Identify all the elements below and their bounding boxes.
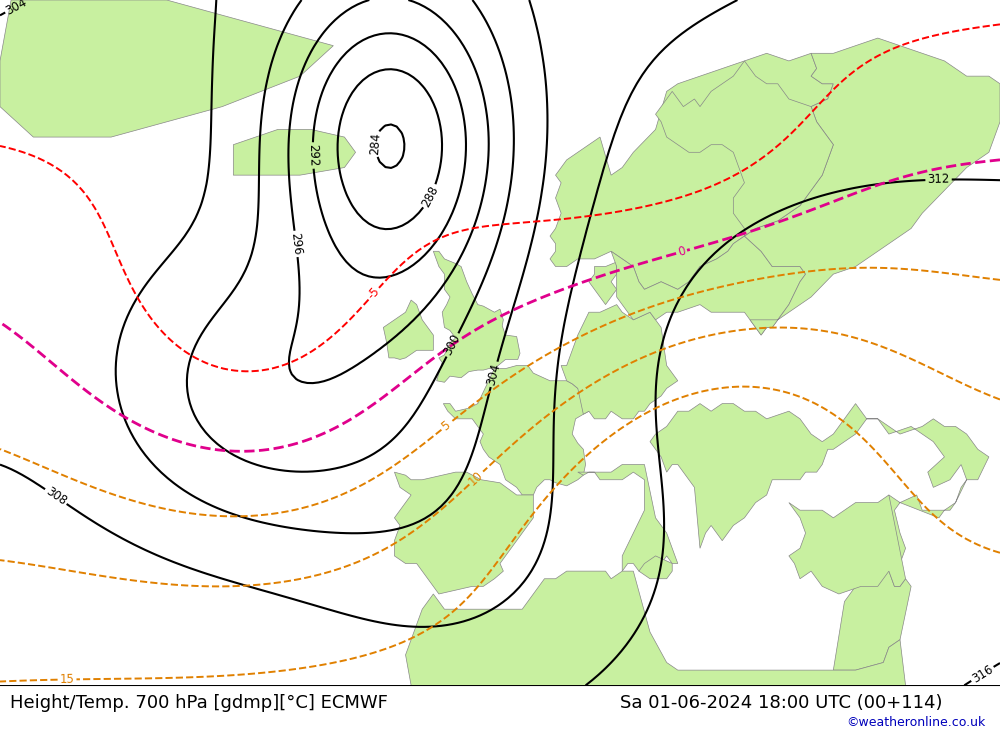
Text: Sa 01-06-2024 18:00 UTC (00+114): Sa 01-06-2024 18:00 UTC (00+114) — [620, 694, 942, 712]
Polygon shape — [394, 472, 533, 594]
Polygon shape — [233, 130, 356, 175]
Text: -5: -5 — [365, 285, 383, 303]
Polygon shape — [589, 262, 617, 305]
Polygon shape — [744, 38, 1000, 335]
Text: 304: 304 — [4, 0, 30, 18]
Polygon shape — [639, 556, 672, 579]
Text: 5: 5 — [439, 419, 453, 433]
Polygon shape — [611, 236, 806, 335]
Polygon shape — [443, 366, 589, 495]
Text: 284: 284 — [368, 133, 383, 155]
Text: Height/Temp. 700 hPa [gdmp][°C] ECMWF: Height/Temp. 700 hPa [gdmp][°C] ECMWF — [10, 694, 388, 712]
Text: ©weatheronline.co.uk: ©weatheronline.co.uk — [846, 716, 985, 729]
Polygon shape — [650, 404, 989, 670]
Text: 308: 308 — [43, 485, 69, 508]
Text: 296: 296 — [288, 232, 304, 256]
Polygon shape — [433, 251, 520, 383]
Text: 312: 312 — [927, 173, 950, 186]
Polygon shape — [550, 54, 833, 290]
Text: 288: 288 — [419, 183, 441, 209]
Polygon shape — [789, 495, 906, 594]
Text: 15: 15 — [59, 673, 75, 686]
Text: 300: 300 — [442, 332, 463, 358]
Polygon shape — [406, 571, 906, 685]
Polygon shape — [383, 300, 433, 359]
Polygon shape — [0, 0, 333, 137]
Text: 292: 292 — [306, 144, 320, 167]
Text: 316: 316 — [969, 663, 995, 685]
Polygon shape — [561, 305, 678, 419]
Text: 0: 0 — [676, 245, 687, 259]
Polygon shape — [656, 61, 833, 236]
Text: 10: 10 — [466, 468, 486, 488]
Polygon shape — [578, 465, 678, 571]
Text: 304: 304 — [485, 362, 503, 387]
